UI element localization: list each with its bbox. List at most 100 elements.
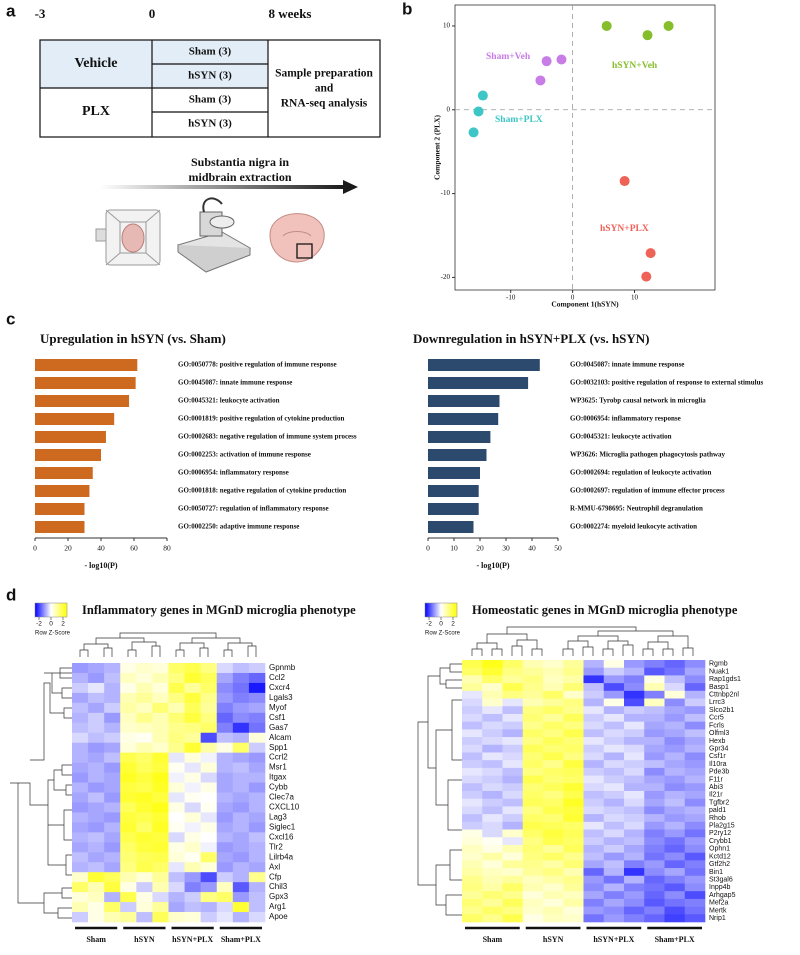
y-axis-label: Component 2 (PLX) [433, 114, 442, 180]
category-label: GO:0002274: myeloid leukocyte activation [570, 523, 697, 531]
heat-cell [603, 690, 625, 699]
heat-cell [482, 898, 503, 907]
heat-cell [684, 806, 706, 815]
heat-cell [644, 883, 665, 892]
heat-cell [624, 852, 645, 861]
heat-cell [104, 762, 121, 773]
heat-cell [482, 883, 503, 892]
heat-cell [664, 690, 686, 699]
category-label: GO:0050727: regulation of inflammatory r… [178, 505, 329, 513]
x-tick-label: 50 [554, 544, 562, 553]
heat-cell [88, 782, 105, 793]
bar [35, 521, 85, 533]
heat-cell [152, 902, 169, 913]
heat-cell [624, 706, 645, 715]
heat-cell [502, 706, 524, 715]
heat-cell [664, 667, 686, 676]
heat-cell [482, 814, 503, 823]
heat-cell [232, 812, 250, 823]
heat-cell [248, 852, 266, 863]
heat-cell [200, 732, 218, 743]
table-cell [40, 40, 152, 88]
heat-cell [248, 832, 266, 843]
heat-cell [563, 729, 584, 738]
heat-cell [624, 806, 645, 815]
heat-cell [684, 906, 706, 915]
heat-cell [216, 752, 234, 763]
point [556, 54, 567, 65]
heat-cell [120, 672, 137, 684]
row-label: Lrrc3 [709, 699, 725, 706]
heat-cell [232, 772, 250, 783]
heat-cell [136, 872, 153, 883]
x-tick-label: 20 [64, 544, 72, 553]
heat-cell [184, 672, 201, 684]
heat-cell [644, 914, 665, 923]
heat-cell [644, 906, 665, 915]
heat-cell [664, 829, 686, 838]
heat-cell [644, 860, 665, 869]
heat-cell [502, 883, 524, 892]
heat-cell [624, 791, 645, 800]
row-label: Inpp4b [709, 884, 731, 891]
heat-cell [664, 767, 686, 776]
heat-cell [168, 882, 185, 893]
heat-cell [104, 702, 121, 714]
heat-cell [184, 692, 201, 704]
heat-cell [72, 862, 89, 873]
heat-cell [104, 802, 121, 813]
heat-cell [462, 860, 483, 869]
heat-cell [502, 868, 524, 877]
heat-cell [482, 667, 503, 676]
heat-cell [88, 882, 105, 893]
heat-cell [502, 760, 524, 769]
heat-cell [248, 732, 266, 743]
heat-cell [88, 712, 105, 724]
heat-cell [88, 742, 105, 753]
heat-cell [603, 675, 625, 684]
heat-cell [216, 682, 234, 694]
heat-cell [104, 832, 121, 843]
heat-cell [644, 791, 665, 800]
heat-cell [624, 713, 645, 722]
heat-cell [664, 760, 686, 769]
heat-cell [583, 891, 605, 900]
heat-cell [644, 667, 665, 676]
heat-cell [522, 690, 544, 699]
heat-cell [684, 860, 706, 869]
heat-cell [603, 767, 625, 776]
analysis: RNA-seq analysis [281, 98, 368, 110]
heat-cell [482, 798, 503, 807]
heat-cell [664, 744, 686, 753]
heat-cell [583, 752, 605, 761]
heat-cell [502, 898, 524, 907]
heat-cell [104, 792, 121, 803]
heat-cell [543, 783, 564, 792]
heat-cell [603, 844, 625, 853]
heat-cell [603, 721, 625, 730]
heat-cell [184, 802, 201, 813]
heat-cell [522, 706, 544, 715]
heat-cell [136, 862, 153, 873]
heat-cell [624, 837, 645, 846]
heat-cell [543, 891, 564, 900]
heat-cell [563, 791, 584, 800]
heat-cell [563, 760, 584, 769]
row-label: Arg1 [269, 902, 286, 911]
heat-cell [120, 663, 137, 674]
heat-cell [136, 842, 153, 853]
heat-cell [88, 912, 105, 923]
heat-cell [543, 860, 564, 869]
heat-cell [232, 692, 250, 704]
heat-cell [216, 822, 234, 833]
key-tick-label: 2 [451, 621, 455, 628]
heat-cell [583, 868, 605, 877]
heat-cell [684, 837, 706, 846]
heat-cell [168, 742, 185, 753]
heat-cell [563, 860, 584, 869]
heat-cell [184, 822, 201, 833]
bar [35, 431, 106, 443]
heat-cell [248, 862, 266, 873]
heat-cell [522, 814, 544, 823]
heat-cell [152, 862, 169, 873]
